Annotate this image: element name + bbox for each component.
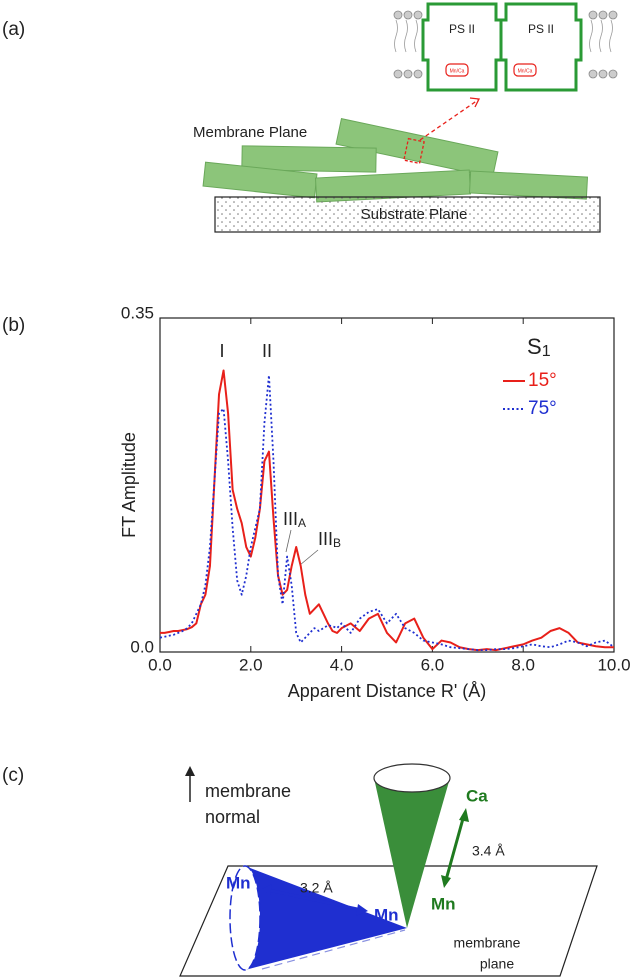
protein-label: PS II [528,22,554,36]
chart: Apparent Distance R' (Å) FT Amplitude I … [119,303,631,700]
arrowhead [441,808,469,888]
cone-edge [261,929,406,970]
peak-label: IIIB [318,529,341,550]
panel-c: membrane normal Ca Mn Mn Mn 3.4 Å 3.2 Å … [179,763,598,977]
distance-arrow [267,888,363,912]
atom-label: Mn [431,894,456,913]
peak-label: II [262,341,272,361]
y-axis-label: FT Amplitude [119,432,139,538]
peak-label-text: III [318,529,333,549]
zoom-line [419,99,479,141]
peak-label-sub: A [298,516,306,530]
x-tick-label: 4.0 [330,655,354,674]
atom-label: Mn [226,873,251,892]
peak-label-sub: B [333,536,341,550]
membrane-label: Membrane Plane [193,124,307,141]
x-tick-label: 8.0 [511,655,535,674]
lipid-tails [394,19,613,53]
atom-label: Ca [466,786,488,805]
y-tick-label: 0.0 [130,637,154,656]
zoom-box [403,137,425,165]
distance-label: 3.2 Å [300,880,333,896]
legend-title-text: S [527,334,542,359]
legend-label: 75° [528,398,557,419]
green-cone [374,778,450,928]
distance-arrow [444,814,466,881]
cluster-label: Mn/Ca [450,68,465,74]
peak-label-text: III [283,509,298,529]
distance-label: 3.4 Å [472,843,505,859]
series-line [159,374,615,651]
x-axis-label: Apparent Distance R' (Å) [288,681,487,701]
normal-label: membrane [205,781,291,801]
x-tick-label: 2.0 [239,655,263,674]
legend-label: 15° [528,370,557,391]
panel-label: (c) [2,765,24,786]
plot-frame [159,317,615,653]
peak-label: I [219,341,224,361]
plane-label: plane [480,956,514,972]
x-tick-label: 0.0 [148,655,172,674]
cluster-label: Mn/Ca [518,68,533,74]
panel-label: (a) [2,19,25,40]
cone-top [373,763,451,793]
ps2-monomer [421,2,503,92]
substrate-label: Substrate Plane [361,206,468,223]
substrate [214,196,601,233]
leader-line [299,549,319,566]
normal-label: normal [205,807,260,827]
cone-base [229,865,261,971]
cluster-box [513,63,537,77]
protein-label: PS II [449,22,475,36]
plane-label: membrane [454,935,521,951]
zoom-arrowhead [469,97,480,108]
atom-label: Mn [374,905,399,924]
leader-line [285,529,292,553]
peak-label: IIIA [283,509,306,530]
blue-cone [245,866,407,970]
ps2-monomer [499,2,583,92]
panel-label: (b) [2,315,25,336]
y-tick-label: 0.35 [121,303,154,322]
legend-title: S1 [527,334,551,360]
cluster-box [445,63,469,77]
membrane-sheets [202,118,589,203]
legend-title-sub: 1 [542,343,551,360]
arrowhead [185,766,195,776]
arrowhead [262,884,368,916]
panel-a: PS II PS II Mn/Ca Mn/Ca Membrane Plane S… [193,2,618,233]
x-tick-label: 10.0 [597,655,630,674]
x-tick-label: 6.0 [421,655,445,674]
